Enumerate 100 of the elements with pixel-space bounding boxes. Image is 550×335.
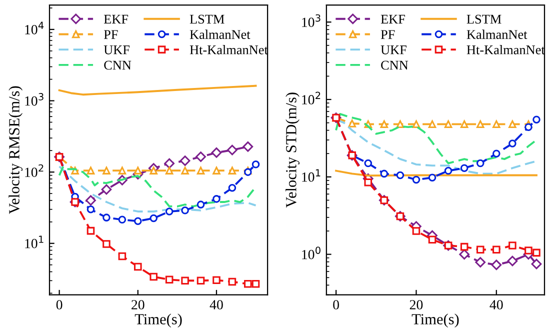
- y-tick-label: 10$^{2}$: [302, 92, 320, 104]
- y-tick-label: 10$^{3}$: [302, 14, 320, 28]
- y-tick-label: 10$^{1}$: [25, 236, 44, 248]
- point: [212, 276, 220, 284]
- point: [507, 256, 518, 266]
- point: [165, 166, 174, 174]
- point: [492, 120, 500, 128]
- point: [118, 166, 126, 174]
- point: [196, 276, 205, 285]
- point: [86, 166, 95, 174]
- x-tick-label: 20: [410, 300, 423, 310]
- x-tick-label: 20: [132, 300, 144, 310]
- point: [164, 158, 175, 169]
- point: [492, 246, 500, 254]
- point: [459, 249, 470, 260]
- point: [228, 166, 236, 174]
- y-tick-label: 10$^{3}$: [25, 93, 44, 106]
- point: [428, 236, 436, 244]
- point: [134, 217, 142, 226]
- legend-label: EKF: [104, 14, 128, 24]
- legend-label: EKF: [380, 14, 405, 24]
- point: [86, 226, 95, 235]
- point: [102, 240, 110, 248]
- point: [412, 120, 420, 128]
- point: [181, 206, 189, 214]
- y-tick-label: 10$^{2}$: [25, 164, 44, 177]
- point: [102, 214, 110, 222]
- legend-label: LSTM: [466, 14, 502, 24]
- point: [242, 141, 254, 152]
- point: [134, 166, 142, 174]
- line-series: [58, 84, 257, 96]
- point: [492, 150, 500, 158]
- point: [508, 140, 516, 148]
- point: [101, 184, 112, 195]
- point: [252, 280, 260, 288]
- legend-label: KalmanNet: [466, 30, 528, 39]
- point: [212, 195, 220, 203]
- point: [532, 248, 540, 257]
- point: [412, 176, 420, 184]
- legend-label: PF: [380, 30, 395, 39]
- point: [460, 242, 468, 251]
- point: [180, 156, 190, 166]
- point: [196, 200, 205, 208]
- point: [532, 116, 540, 124]
- point: [212, 166, 220, 174]
- y-tick-label: 10$^{4}$: [25, 22, 44, 34]
- point: [524, 246, 532, 254]
- point: [165, 276, 174, 284]
- point: [460, 120, 468, 128]
- point: [181, 276, 189, 285]
- point: [196, 166, 205, 174]
- point: [380, 120, 388, 128]
- point: [491, 260, 502, 270]
- point: [228, 184, 236, 192]
- point: [211, 147, 222, 158]
- point: [244, 280, 252, 288]
- legend-label: CNN: [381, 60, 408, 70]
- point: [118, 252, 126, 260]
- point: [460, 164, 468, 172]
- point: [444, 120, 452, 128]
- point: [86, 205, 95, 214]
- legend-label: UKF: [104, 46, 130, 54]
- point: [444, 166, 452, 175]
- x-tick-label: 40: [210, 300, 223, 310]
- legend-label: LSTM: [190, 14, 224, 24]
- point: [476, 246, 484, 254]
- point: [348, 120, 356, 128]
- y-tick-label: 10$^{1}$: [302, 169, 320, 182]
- legend-label: UKF: [380, 46, 406, 54]
- y-axis-title: Velocity STD(m/s): [286, 92, 300, 208]
- point: [165, 208, 174, 216]
- legend-label: Ht-KalmanNet: [466, 45, 545, 54]
- point: [150, 166, 158, 174]
- point: [524, 123, 532, 131]
- point: [181, 166, 189, 174]
- point: [476, 120, 484, 128]
- point: [196, 152, 206, 162]
- point: [396, 171, 404, 180]
- point: [150, 214, 158, 222]
- y-axis-title: Velocity RMSE(m/s): [8, 86, 23, 214]
- point: [475, 257, 486, 268]
- point: [476, 159, 484, 168]
- legend-label: Ht-KalmanNet: [190, 45, 268, 54]
- point: [86, 195, 96, 206]
- legend-label: KalmanNet: [190, 30, 250, 39]
- point: [244, 168, 252, 176]
- point: [396, 120, 404, 128]
- point: [428, 120, 436, 128]
- x-tick-label: 0: [333, 300, 339, 310]
- point: [134, 262, 142, 271]
- point: [380, 170, 388, 178]
- point: [150, 272, 158, 281]
- point: [102, 166, 110, 174]
- point: [531, 258, 542, 270]
- y-tick-label: 10$^{0}$: [302, 246, 320, 260]
- x-tick-label: 0: [56, 300, 62, 310]
- legend-label: CNN: [104, 60, 132, 70]
- legend-label: PF: [104, 30, 118, 39]
- point: [412, 227, 420, 235]
- point: [227, 144, 238, 156]
